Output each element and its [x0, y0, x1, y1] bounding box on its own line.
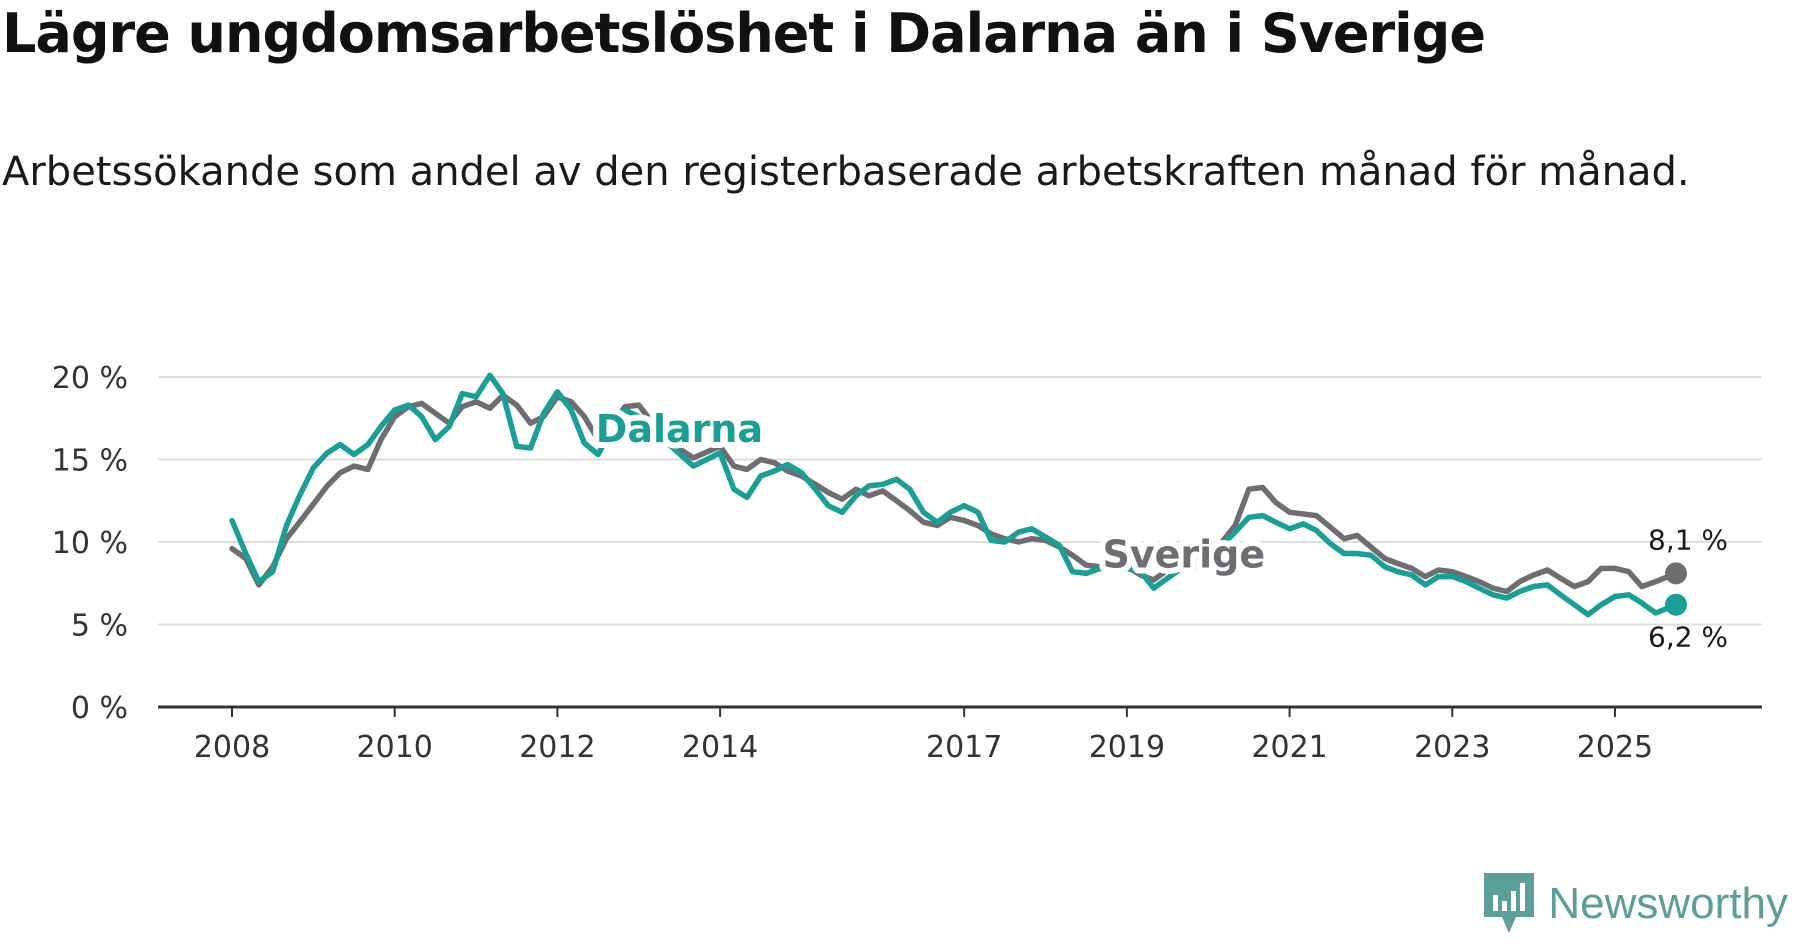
y-tick-label: 15 %: [52, 444, 128, 479]
x-tick-label: 2023: [1414, 730, 1490, 765]
end-marker-dalarna: [1665, 593, 1687, 616]
brand-logo: Newsworthy: [1484, 864, 1788, 944]
chart-title: Lägre ungdomsarbetslöshet i Dalarna än i…: [2, 2, 1486, 65]
x-tick-label: 2014: [682, 730, 758, 765]
newsworthy-logo-icon: [1484, 873, 1535, 933]
end-value-label-sverige: 8,1 %: [1648, 523, 1728, 556]
series-line-sverige: [229, 392, 1679, 595]
x-tick-label: 2010: [357, 730, 433, 765]
x-tick-label: 2012: [519, 730, 595, 765]
x-tick-label: 2017: [926, 730, 1002, 765]
x-tick-label: 2021: [1251, 730, 1327, 765]
y-tick-label: 10 %: [52, 526, 128, 561]
series-label-dalarna: Dalarna: [596, 407, 763, 451]
x-tick-label: 2025: [1577, 730, 1653, 765]
end-marker-sverige: [1665, 562, 1687, 585]
brand-name: Newsworthy: [1548, 879, 1788, 928]
y-tick-label: 0 %: [71, 691, 128, 726]
chart-subtitle: Arbetssökande som andel av den registerb…: [2, 149, 1690, 195]
x-tick-label: 2019: [1089, 730, 1165, 765]
end-value-label-dalarna: 6,2 %: [1648, 621, 1728, 654]
series-line-dalarna: [229, 372, 1679, 618]
x-tick-label: 2008: [194, 730, 270, 765]
y-tick-label: 5 %: [71, 609, 128, 644]
y-tick-label: 20 %: [52, 361, 128, 396]
series-label-sverige: Sverige: [1102, 533, 1265, 577]
